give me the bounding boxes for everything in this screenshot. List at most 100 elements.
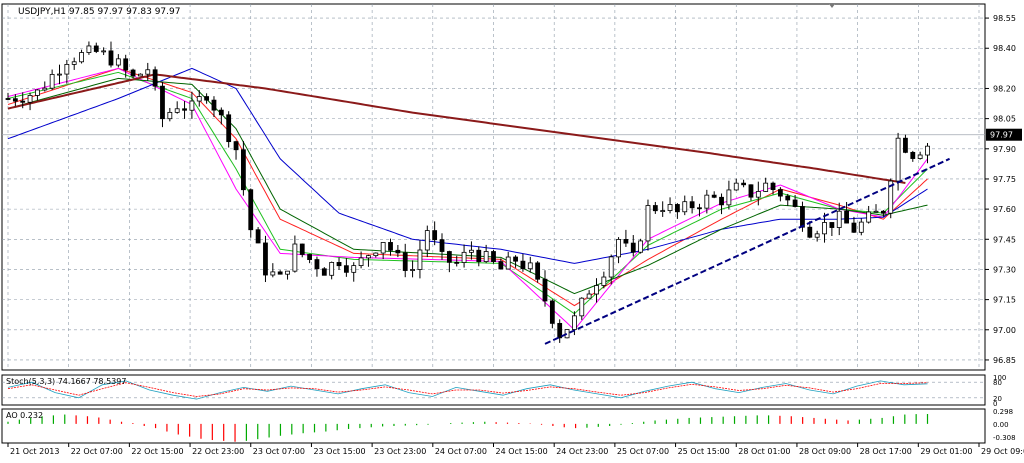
candle-body <box>549 300 555 324</box>
stoch-tick-label: 80 <box>993 379 1002 387</box>
candle-body <box>682 201 688 213</box>
candle-body <box>888 180 894 214</box>
time-tick-label: 28 Oct 17:00 <box>860 447 912 456</box>
candle-body <box>645 205 651 242</box>
candle-body <box>483 251 489 262</box>
price-tick-label: 97.15 <box>993 296 1016 305</box>
time-tick-label: 24 Oct 23:00 <box>556 447 608 456</box>
candle-body <box>35 89 40 96</box>
trendline <box>544 157 950 345</box>
candle-body <box>20 100 26 103</box>
time-tick-label: 22 Oct 07:00 <box>71 447 123 456</box>
candle-body <box>285 270 290 275</box>
candle-body <box>520 260 526 270</box>
candle-body <box>903 137 908 153</box>
candle-body <box>270 271 276 276</box>
candle-body <box>873 210 879 213</box>
candle-body <box>79 52 84 63</box>
candle-body <box>836 210 842 228</box>
candle-body <box>123 58 129 71</box>
ao-tick-label: 0.00 <box>993 421 1009 429</box>
stoch-title: Stoch(5,3,3) 74.1667 78.5397 <box>6 377 126 386</box>
price-tick-label: 96.85 <box>993 356 1016 365</box>
candle-body <box>513 256 518 262</box>
candle-body <box>432 230 438 241</box>
time-axis: 21 Oct 2013 22 Oct 07:00 22 Oct 15:00 22 Oc… <box>7 443 1024 456</box>
stoch-tick-label: 20 <box>993 395 1002 403</box>
candle-body <box>218 109 224 116</box>
price-tick-label: 98.40 <box>993 44 1016 53</box>
stoch-line-main <box>7 380 928 400</box>
candle-body <box>741 182 747 186</box>
candle-body <box>469 249 474 253</box>
candle-body <box>255 229 261 244</box>
candle-body <box>814 233 820 238</box>
candle-body <box>733 182 739 191</box>
candle-body <box>395 249 401 254</box>
ma-line-maroon <box>7 73 906 184</box>
candle-body <box>748 184 754 198</box>
candle-body <box>130 69 136 77</box>
ao-panel: 0.298 0.00 -0.308 <box>1 408 1016 444</box>
candle-body <box>358 257 364 267</box>
candle-body <box>667 204 673 211</box>
time-tick-label: 25 Oct 15:00 <box>678 447 730 456</box>
candle-body <box>586 293 592 299</box>
candle-body <box>800 206 805 228</box>
candle-body <box>138 73 143 77</box>
candle-body <box>572 315 577 330</box>
candle-body <box>895 137 901 182</box>
stoch-tick-label: 0 <box>993 400 997 408</box>
time-tick-label: 25 Oct 07:00 <box>617 447 669 456</box>
candle-body <box>439 239 445 252</box>
time-tick-label: 28 Oct 09:00 <box>799 447 851 456</box>
candle-body <box>101 50 107 53</box>
candle-body <box>822 222 827 235</box>
candle-body <box>557 322 563 339</box>
candle-body <box>491 251 496 262</box>
price-axis: 98.55 98.40 98.20 98.05 97.90 97.75 97.60 97.45… <box>985 14 1022 365</box>
price-tick-label: 97.90 <box>993 145 1016 154</box>
candle-body <box>86 45 92 53</box>
ao-title: AO 0.232 <box>6 411 43 420</box>
candle-body <box>535 262 541 280</box>
candle-body <box>388 242 393 251</box>
candle-body <box>608 256 614 278</box>
candles <box>5 41 930 343</box>
candle-body <box>601 276 607 286</box>
candle-body <box>829 222 835 228</box>
candle-body <box>321 268 327 276</box>
candle-body <box>755 191 761 198</box>
price-tick-label: 97.00 <box>993 326 1016 335</box>
price-tick-label: 97.45 <box>993 235 1016 244</box>
candle-body <box>42 87 48 91</box>
time-tick-label: 23 Oct 07:00 <box>253 447 305 456</box>
candle-body <box>233 141 239 151</box>
candle-body <box>263 242 268 276</box>
candle-body <box>785 195 791 201</box>
ma-line-darkgreen <box>7 77 928 295</box>
candle-body <box>866 211 872 223</box>
candle-body <box>226 114 232 143</box>
time-tick-label: 29 Oct 09:00 <box>981 447 1024 456</box>
candle-body <box>623 239 629 244</box>
candle-body <box>167 111 173 120</box>
candle-body <box>115 58 121 66</box>
candle-body <box>763 182 769 192</box>
candle-body <box>71 61 77 65</box>
candle-body <box>498 261 504 270</box>
candle-body <box>57 73 62 76</box>
candle-body <box>844 210 849 224</box>
time-tick-label: 21 Oct 2013 <box>10 447 59 456</box>
candle-body <box>697 207 702 210</box>
candle-body <box>336 262 342 267</box>
time-tick-label: 22 Oct 15:00 <box>131 447 183 456</box>
candle-body <box>12 98 18 102</box>
candle-body <box>579 297 585 317</box>
support-trendline <box>544 157 950 345</box>
price-tag <box>986 128 1022 141</box>
candle-body <box>542 278 548 302</box>
